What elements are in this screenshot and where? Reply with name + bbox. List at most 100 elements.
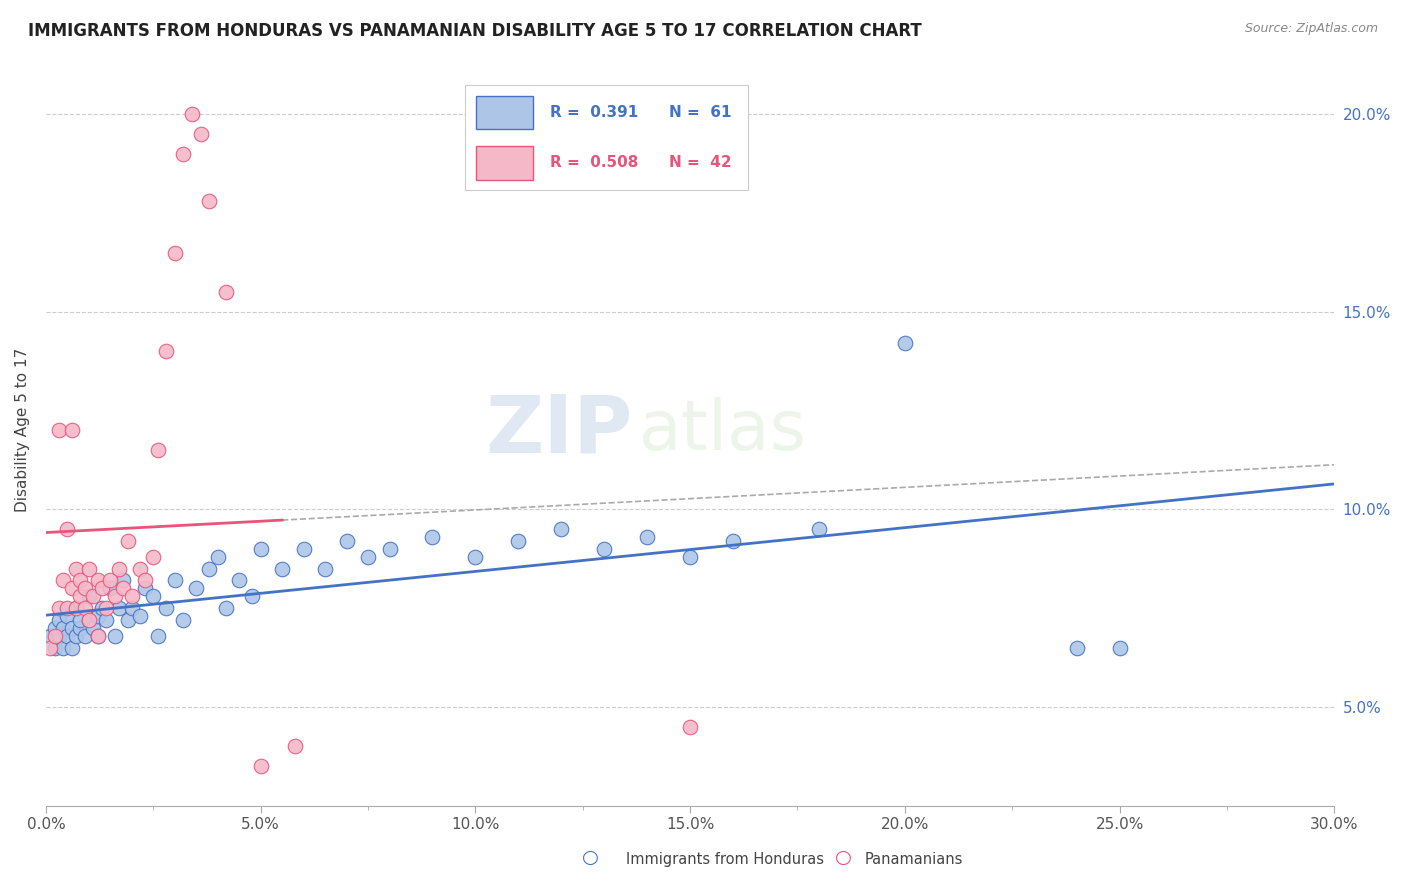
Point: [77, 613, 100, 627]
Point: [121, 601, 143, 615]
Point: [1108, 640, 1130, 655]
Point: [422, 530, 444, 544]
Text: Source: ZipAtlas.com: Source: ZipAtlas.com: [1244, 22, 1378, 36]
Point: [112, 582, 135, 596]
Point: [52, 621, 75, 635]
Point: [65, 629, 87, 643]
Point: [77, 589, 100, 603]
Text: Panamanians: Panamanians: [865, 852, 963, 867]
Point: [593, 541, 616, 556]
Point: [142, 589, 165, 603]
Point: [44, 629, 66, 643]
Point: [56, 609, 79, 624]
Point: [69, 574, 91, 588]
Point: [146, 443, 169, 458]
Point: [69, 621, 91, 635]
Point: [121, 589, 143, 603]
Point: [679, 549, 702, 564]
Point: [215, 601, 238, 615]
Point: [636, 530, 658, 544]
Point: [73, 582, 96, 596]
Point: [48, 613, 70, 627]
Point: [86, 629, 108, 643]
Point: [508, 533, 530, 548]
Point: [134, 574, 156, 588]
Point: [207, 549, 229, 564]
Point: [721, 533, 744, 548]
Point: [60, 423, 83, 437]
Point: [378, 541, 401, 556]
Point: [77, 561, 100, 575]
Point: [48, 601, 70, 615]
Point: [44, 621, 66, 635]
Point: [60, 582, 83, 596]
Point: [357, 549, 380, 564]
Point: [172, 147, 194, 161]
Point: [56, 629, 79, 643]
Point: [198, 194, 221, 209]
Point: [134, 582, 156, 596]
Point: [65, 601, 87, 615]
Point: [271, 561, 294, 575]
Point: [679, 720, 702, 734]
Text: ○: ○: [835, 848, 852, 867]
Point: [249, 541, 271, 556]
Point: [60, 640, 83, 655]
Point: [82, 621, 104, 635]
Text: ○: ○: [582, 848, 599, 867]
Point: [56, 522, 79, 536]
Point: [215, 285, 238, 299]
Point: [48, 629, 70, 643]
Point: [86, 574, 108, 588]
Point: [52, 640, 75, 655]
Point: [550, 522, 572, 536]
Point: [73, 629, 96, 643]
Point: [52, 574, 75, 588]
Point: [104, 629, 127, 643]
Point: [894, 336, 917, 351]
Point: [86, 609, 108, 624]
Point: [146, 629, 169, 643]
Point: [100, 574, 122, 588]
Point: [129, 561, 152, 575]
Point: [228, 574, 250, 588]
Point: [249, 759, 271, 773]
Point: [39, 640, 62, 655]
Point: [112, 574, 135, 588]
Y-axis label: Disability Age 5 to 17: Disability Age 5 to 17: [15, 348, 30, 513]
Point: [163, 574, 186, 588]
Point: [56, 601, 79, 615]
Point: [73, 601, 96, 615]
Point: [86, 629, 108, 643]
Point: [190, 127, 212, 141]
Point: [60, 621, 83, 635]
Point: [104, 589, 127, 603]
Point: [198, 561, 221, 575]
Point: [69, 589, 91, 603]
Point: [292, 541, 315, 556]
Point: [117, 533, 139, 548]
Point: [77, 613, 100, 627]
Point: [100, 582, 122, 596]
Point: [82, 589, 104, 603]
Point: [65, 561, 87, 575]
Text: atlas: atlas: [638, 397, 807, 464]
Point: [44, 640, 66, 655]
Text: IMMIGRANTS FROM HONDURAS VS PANAMANIAN DISABILITY AGE 5 TO 17 CORRELATION CHART: IMMIGRANTS FROM HONDURAS VS PANAMANIAN D…: [28, 22, 922, 40]
Point: [108, 561, 131, 575]
Point: [1066, 640, 1088, 655]
Point: [90, 582, 112, 596]
Point: [163, 245, 186, 260]
Point: [129, 609, 152, 624]
Text: ZIP: ZIP: [485, 392, 633, 469]
Point: [336, 533, 359, 548]
Point: [90, 601, 112, 615]
Point: [807, 522, 830, 536]
Point: [94, 601, 117, 615]
Point: [108, 601, 131, 615]
Point: [186, 582, 208, 596]
Point: [464, 549, 486, 564]
Point: [155, 344, 177, 359]
Point: [142, 549, 165, 564]
Point: [240, 589, 263, 603]
